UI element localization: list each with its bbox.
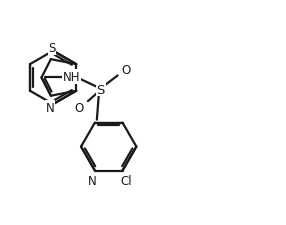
Text: NH: NH: [62, 71, 80, 83]
Text: S: S: [48, 42, 55, 55]
Text: O: O: [74, 101, 84, 114]
Text: N: N: [88, 175, 96, 188]
Text: S: S: [97, 83, 105, 96]
Text: N: N: [45, 101, 54, 114]
Text: Cl: Cl: [121, 175, 132, 188]
Text: O: O: [122, 64, 131, 77]
